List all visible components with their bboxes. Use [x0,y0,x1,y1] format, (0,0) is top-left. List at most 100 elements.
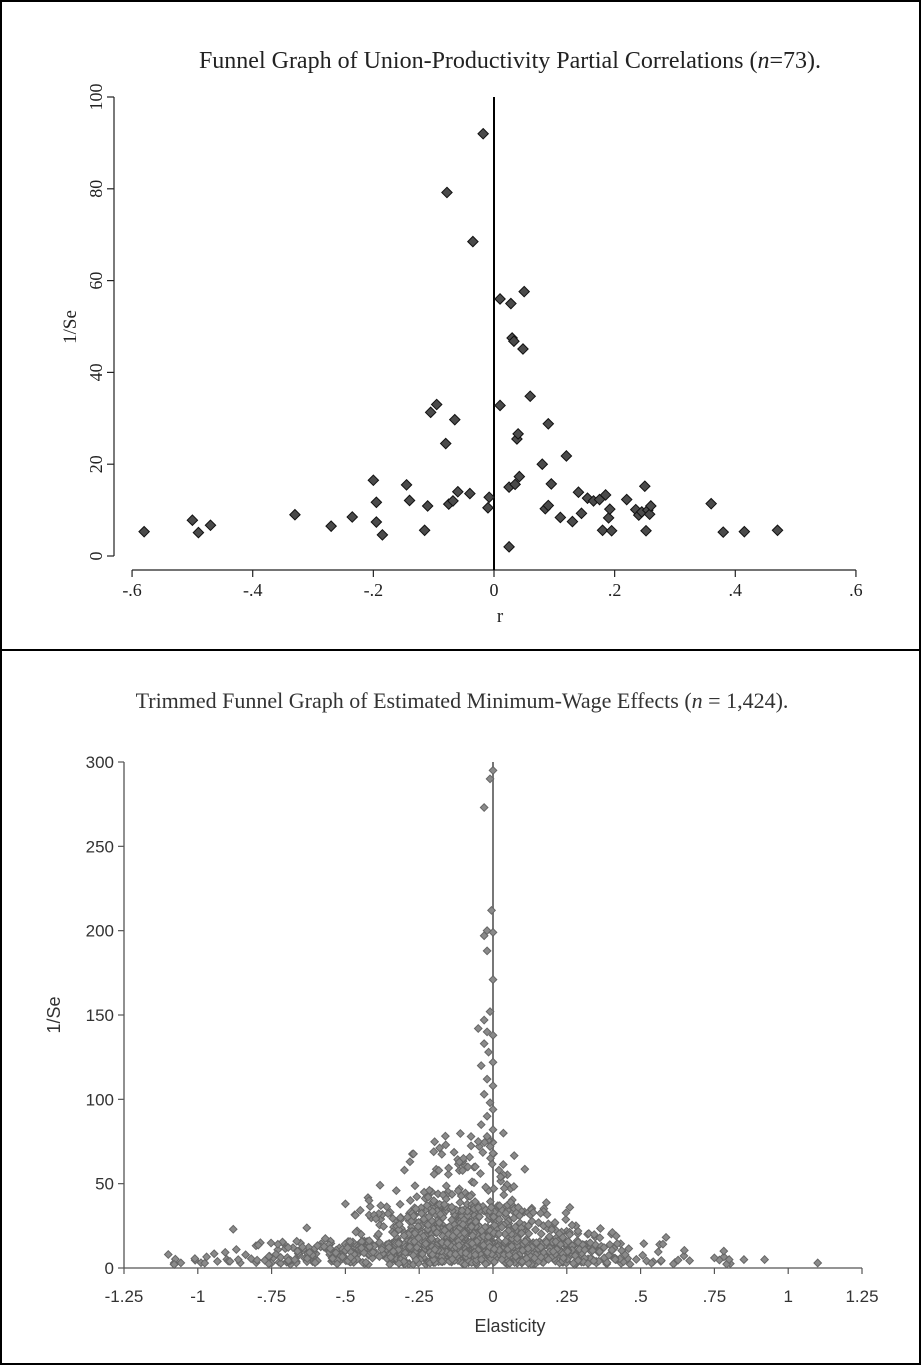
chart2-point [293,1246,303,1256]
chart2-point [639,1239,649,1249]
chart2-x-axis-label: Elasticity [474,1316,545,1336]
chart1-point [503,540,515,553]
chart2-point [563,1246,573,1256]
chart2-point [266,1238,276,1248]
chart1-point [204,519,217,532]
chart1-y-tick-label: 0 [86,552,106,561]
chart2-point [479,1039,489,1049]
chart1-point [517,343,529,355]
chart2-point [489,1257,499,1267]
chart2-point [501,1236,511,1246]
chart1-x-tick-label: 0 [490,580,499,600]
chart1-title-n: n [758,48,770,74]
chart2-point [488,1081,498,1091]
chart2-point [513,1202,523,1212]
chart1-x-tick-label: -.2 [364,580,384,600]
chart2-point [394,1219,404,1229]
chart2-point [668,1259,678,1269]
chart1-point [448,413,461,426]
chart2-point [470,1197,480,1207]
chart2-point [482,1247,492,1257]
chart2-point [351,1227,361,1237]
chart2-point [599,1242,609,1252]
chart2-point [528,1208,538,1218]
chart2-point [479,803,489,813]
chart2-point [467,1238,477,1248]
chart2-point [473,1023,483,1034]
chart2-point [477,1226,487,1236]
chart2-point [290,1255,300,1265]
chart2-point [405,1196,415,1206]
chart2-point [458,1153,468,1163]
chart2-point [709,1253,719,1263]
chart2-title-tail: = 1,424). [703,688,789,713]
chart2-point [340,1199,350,1209]
chart2-point [515,1211,525,1221]
chart2-point [473,1203,483,1213]
chart2-point [466,1131,476,1141]
chart2-point [346,1252,356,1262]
chart1-point [466,235,479,248]
chart2-point [536,1229,546,1239]
chart2-point [331,1248,341,1258]
chart2-point [384,1242,394,1252]
chart2-point [439,1199,449,1209]
chart2-point [429,1147,439,1157]
chart1-point [603,503,616,516]
chart1-y-tick-label: 80 [86,180,106,198]
chart2-point [523,1243,533,1254]
chart2-point [673,1255,683,1265]
chart2-point [488,1057,498,1067]
chart2-point [558,1232,568,1242]
chart2-point [551,1237,561,1247]
chart2-point [658,1239,668,1249]
chart2-point [494,1165,504,1175]
chart1-point [566,515,579,528]
chart2-point [264,1259,274,1269]
chart1-point [289,508,301,521]
chart2-point [163,1249,173,1260]
chart2-point [488,927,498,937]
chart1-point [640,524,652,537]
chart2-point [573,1237,583,1247]
chart2-point [434,1218,444,1228]
chart2-point [441,1181,451,1191]
chart2-point [394,1225,404,1235]
chart2-title-n: n [692,688,703,713]
chart1-point [554,511,567,524]
chart1-plot: -.6 -.4 -.2 0 .2 .4 .6 0 20 40 60 80 100 [86,84,863,601]
chart2-point [487,905,497,915]
chart2-point [482,1027,492,1037]
chart2-point [409,1149,419,1159]
chart1-y-tick-label: 60 [86,272,106,290]
chart2-y-tick-label: 0 [105,1259,114,1278]
chart2-point [499,1183,509,1193]
chart1-point [367,474,380,487]
chart2-point [447,1215,457,1225]
chart2-point [429,1169,439,1179]
chart2-point [383,1209,393,1219]
chart2-point [394,1238,404,1248]
chart1-point [483,491,496,504]
chart2-point [412,1192,422,1202]
chart2-point [434,1165,444,1175]
chart2-point [395,1199,405,1209]
chart2-point [276,1252,286,1262]
chart2-point [512,1233,522,1243]
chart2-point [481,1182,491,1192]
chart2-point [611,1231,621,1241]
chart2-point [228,1224,238,1234]
chart2-point [488,1030,498,1040]
chart2-point [547,1225,557,1235]
chart2-point [225,1256,235,1266]
chart2-point [430,1137,440,1147]
chart2-plot: -1.25 -1 -.75 -.5 -.25 0 .25 .5 .75 1 1.25 0 50 100 15… [86,753,879,1306]
chart2-point [607,1245,617,1255]
chart1-y-tick-label: 100 [86,84,106,111]
chart2-x-tick-label: 1 [783,1287,792,1306]
chart2-point [656,1255,666,1266]
chart1-x-tick-label: .2 [608,580,622,600]
chart2-title-main: Trimmed Funnel Graph of Estimated Minimu… [136,688,692,713]
chart1-x-axis-label: r [497,606,504,627]
chart2-point [558,1253,568,1263]
